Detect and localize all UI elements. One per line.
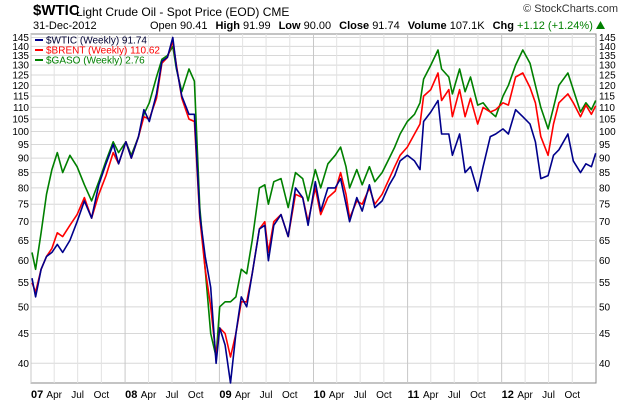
y-tick-label-left: 100 <box>12 127 29 138</box>
x-tick-label-month: Apr <box>517 390 533 401</box>
low-value: 90.00 <box>303 20 332 32</box>
y-tick-label-left: 80 <box>18 183 30 194</box>
y-tick-label-right: 65 <box>599 236 611 247</box>
x-tick-label-month: Apr <box>423 390 439 401</box>
series-layer <box>31 36 597 384</box>
legend-entry: $WTIC (Weekly) 91.74 <box>46 36 147 47</box>
y-tick-label-left: 55 <box>18 278 30 289</box>
y-tick-label-right: 115 <box>599 92 615 103</box>
y-tick-label-left: 90 <box>18 154 30 165</box>
close-value: 91.74 <box>372 20 400 32</box>
x-tick-label-month: Jul <box>71 390 84 401</box>
close-label: Close <box>339 20 370 32</box>
x-tick-label-month: Apr <box>141 390 157 401</box>
legend-entry: $GASO (Weekly) 2.76 <box>46 56 145 67</box>
y-tick-label-left: 75 <box>18 200 30 211</box>
x-tick-label-month: Oct <box>470 390 486 401</box>
legend-entry: $BRENT (Weekly) 110.62 <box>46 46 160 57</box>
x-tick-label-year: 07 <box>31 389 43 401</box>
x-tick-label-month: Oct <box>565 390 581 401</box>
x-tick-label-month: Jul <box>448 390 461 401</box>
y-tick-label-left: 60 <box>18 256 30 267</box>
chart-date: 31-Dec-2012 <box>33 20 97 32</box>
y-tick-label-left: 40 <box>18 359 30 370</box>
y-tick-label-right: 100 <box>599 127 616 138</box>
y-tick-label-right: 140 <box>599 42 616 53</box>
x-tick-label-year: 12 <box>502 389 514 401</box>
exchange-text: CME <box>262 5 290 19</box>
volume-value: 107.1K <box>449 20 485 32</box>
x-tick-label-month: Apr <box>329 390 345 401</box>
y-tick-label-left: 85 <box>18 168 30 179</box>
y-tick-label-left: 120 <box>12 81 29 92</box>
chg-label: Chg <box>492 20 514 32</box>
price-stats: Open 90.41 High 91.99 Low 90.00 Close 91.74… <box>150 20 605 32</box>
y-tick-label-right: 70 <box>599 217 611 228</box>
y-tick-label-left: 50 <box>18 302 30 313</box>
y-tick-label-left: 110 <box>13 103 29 114</box>
y-tick-label-right: 110 <box>599 103 615 114</box>
y-tick-label-right: 105 <box>599 115 616 126</box>
y-tick-label-left: 115 <box>13 92 29 103</box>
y-tick-label-right: 145 <box>599 33 616 44</box>
y-tick-label-left: 95 <box>18 140 30 151</box>
x-tick-label-month: Oct <box>376 390 392 401</box>
tick-layer: 40 40 45 45 50 50 55 55 60 60 65 65 70 70 75 75 80 80 85 85… <box>12 33 616 401</box>
y-tick-label-left: 140 <box>12 42 29 53</box>
low-label: Low <box>278 20 301 32</box>
x-tick-label-month: Oct <box>94 390 110 401</box>
x-tick-label-month: Oct <box>282 390 298 401</box>
y-tick-label-right: 85 <box>599 168 611 179</box>
y-tick-label-left: 125 <box>12 71 29 82</box>
symbol-title: $WTIC <box>33 2 80 19</box>
high-label: High <box>215 20 240 32</box>
y-tick-label-right: 125 <box>599 71 616 82</box>
x-tick-label-month: Jul <box>260 390 273 401</box>
y-tick-label-right: 45 <box>599 329 611 340</box>
x-tick-label-month: Oct <box>188 390 204 401</box>
x-tick-label-month: Jul <box>542 390 555 401</box>
up-triangle-icon <box>595 21 605 29</box>
y-tick-label-left: 105 <box>12 115 29 126</box>
volume-label: Volume <box>407 20 447 32</box>
y-tick-label-left: 130 <box>12 61 29 72</box>
instrument-description: Light Crude Oil - Spot Price (EOD) CME <box>76 5 289 19</box>
x-tick-label-month: Jul <box>166 390 179 401</box>
y-tick-label-right: 95 <box>599 140 611 151</box>
y-tick-label-right: 135 <box>599 51 616 62</box>
y-tick-label-right: 55 <box>599 278 611 289</box>
y-tick-label-left: 70 <box>18 217 30 228</box>
y-tick-label-right: 60 <box>599 256 611 267</box>
x-tick-label-month: Apr <box>46 390 62 401</box>
y-tick-label-left: 145 <box>12 33 29 44</box>
x-tick-label-month: Apr <box>235 390 251 401</box>
series-line-wticweekly <box>31 36 597 384</box>
stockcharts-credit: © StockCharts.com <box>523 3 618 15</box>
y-tick-label-left: 45 <box>18 329 30 340</box>
y-tick-label-right: 80 <box>599 183 611 194</box>
y-tick-label-left: 135 <box>12 51 29 62</box>
x-tick-label-year: 08 <box>125 389 137 401</box>
chg-value: +1.12 (+1.24%) <box>517 20 593 32</box>
open-value: 90.41 <box>179 20 208 32</box>
y-tick-label-left: 65 <box>18 236 30 247</box>
x-tick-label-year: 09 <box>219 389 231 401</box>
y-tick-label-right: 50 <box>599 302 611 313</box>
y-tick-label-right: 40 <box>599 359 611 370</box>
y-tick-label-right: 75 <box>599 200 611 211</box>
open-label: Open <box>150 20 177 32</box>
high-value: 91.99 <box>243 20 271 32</box>
legend: $WTIC (Weekly) 91.74$BRENT (Weekly) 110.… <box>35 36 160 67</box>
x-tick-label-year: 10 <box>314 389 326 401</box>
y-tick-label-right: 120 <box>599 81 616 92</box>
x-tick-label-month: Jul <box>354 390 367 401</box>
x-tick-label-year: 11 <box>408 389 420 401</box>
y-tick-label-right: 130 <box>599 61 616 72</box>
description-text: Light Crude Oil - Spot Price (EOD) <box>76 5 260 19</box>
y-tick-label-right: 90 <box>599 154 611 165</box>
